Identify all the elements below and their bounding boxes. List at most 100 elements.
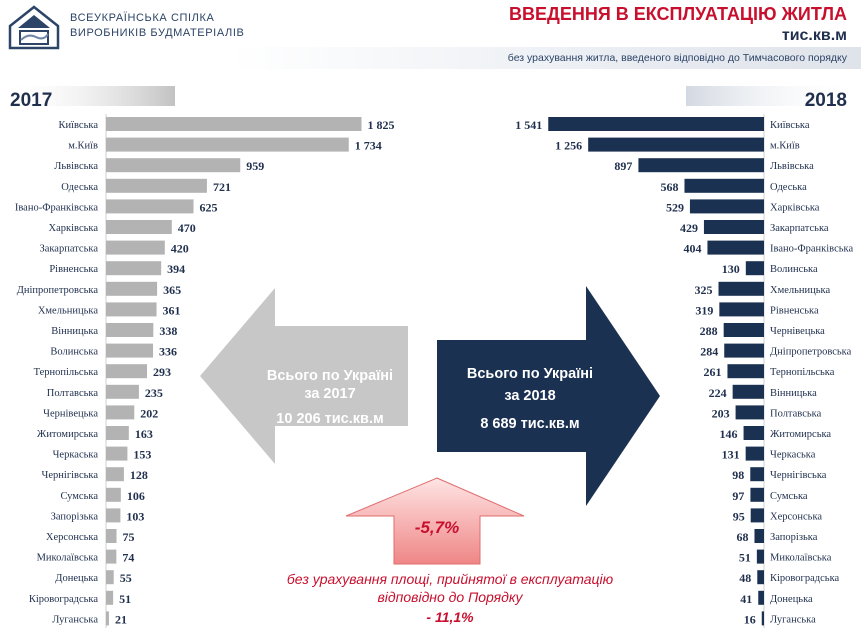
category-label-2018-16: Черкаська	[770, 450, 816, 461]
value-label-2017-10: 338	[159, 324, 177, 338]
bar-2017-12	[106, 364, 148, 379]
value-label-2018-13: 224	[709, 386, 727, 400]
union-house-logo	[8, 5, 60, 50]
category-label-2018-9: Рівненська	[770, 305, 819, 316]
bar-2017-10	[106, 323, 154, 337]
right-total-line1: Всього по Україні	[467, 366, 593, 382]
right-total-arrow	[437, 286, 660, 506]
value-label-2018-15: 146	[720, 427, 738, 441]
bar-2018-11	[724, 343, 764, 358]
value-label-2018-12: 261	[703, 365, 721, 379]
bars-2018: Київська 1 541 м.Київ 1 256 Львівська 897 Одес…	[515, 117, 853, 626]
category-label-2018-5: Закарпатська	[770, 223, 829, 234]
category-label-2018-21: Миколаївська	[770, 553, 832, 564]
category-label-2018-20: Запорізька	[770, 532, 818, 543]
value-label-2018-10: 288	[700, 324, 718, 338]
category-label-2018-2: Львівська	[770, 161, 814, 172]
change-arrow	[345, 477, 525, 565]
bar-2017-15	[106, 426, 129, 440]
value-label-2018-23: 41	[740, 592, 752, 606]
bar-2017-19	[106, 508, 121, 523]
category-label-2018-19: Херсонська	[770, 511, 822, 522]
bar-2017-3	[106, 178, 207, 193]
bar-2018-6	[707, 240, 764, 255]
value-label-2017-5: 470	[178, 221, 196, 235]
value-label-2018-5: 429	[680, 221, 698, 235]
bar-2017-14	[106, 405, 135, 420]
page-title: ВВЕДЕННЯ В ЕКСПЛУАТАЦІЮ ЖИТЛА	[509, 4, 847, 24]
value-label-2018-8: 325	[695, 283, 713, 297]
value-label-2017-21: 74	[122, 551, 134, 565]
bar-2017-17	[106, 467, 124, 482]
bar-2017-4	[106, 199, 194, 214]
value-label-2017-19: 103	[126, 509, 144, 523]
value-label-2017-23: 51	[119, 592, 131, 606]
bar-2018-16	[745, 446, 764, 461]
year-band-2018	[686, 86, 861, 106]
value-label-2018-16: 131	[722, 448, 740, 462]
value-label-2017-2: 959	[246, 159, 264, 173]
bar-2017-0	[106, 117, 362, 131]
category-label-2017-5: Харківська	[49, 223, 99, 234]
category-label-2018-23: Донецька	[770, 594, 813, 605]
bar-2018-2	[638, 158, 764, 173]
left-total-value: 10 206 тис.кв.м	[276, 411, 383, 427]
category-label-2018-6: Івано-Франківська	[770, 244, 853, 255]
bar-2018-23	[758, 590, 764, 605]
value-label-2017-24: 21	[115, 612, 127, 626]
year-band-2017	[0, 86, 175, 106]
bar-2018-20	[754, 529, 764, 543]
value-label-2017-22: 55	[120, 571, 132, 585]
bar-2017-7	[106, 261, 162, 276]
value-label-2018-17: 98	[732, 468, 744, 482]
category-label-2017-18: Сумська	[60, 491, 98, 502]
value-label-2017-7: 394	[167, 262, 185, 276]
value-label-2018-11: 284	[700, 345, 718, 359]
category-label-2018-24: Луганська	[770, 614, 816, 625]
bars-2017: Київська 1 825 м.Київ 1 734 Львівська 959 Одес…	[15, 117, 395, 626]
category-label-2017-0: Київська	[59, 120, 99, 131]
category-label-2017-24: Луганська	[52, 614, 98, 625]
value-label-2018-4: 529	[666, 200, 684, 214]
category-label-2018-3: Одеська	[770, 182, 807, 193]
value-label-2017-14: 202	[140, 406, 158, 420]
value-label-2017-0: 1 825	[368, 118, 395, 132]
value-label-2018-1: 1 256	[555, 139, 582, 153]
value-label-2017-9: 361	[163, 303, 181, 317]
bar-2018-13	[732, 384, 764, 399]
category-label-2017-3: Одеська	[61, 182, 98, 193]
bar-2018-1	[588, 137, 764, 152]
value-label-2017-16: 153	[133, 448, 151, 462]
bar-2018-24	[761, 611, 764, 626]
value-label-2018-20: 68	[736, 530, 748, 544]
value-label-2017-4: 625	[200, 200, 218, 214]
right-total-line2: за 2018	[504, 388, 555, 404]
unit-label: тис.кв.м	[781, 27, 847, 44]
value-label-2018-6: 404	[683, 242, 701, 256]
bar-2018-21	[756, 549, 764, 564]
bar-2017-9	[106, 302, 157, 317]
value-label-2017-11: 336	[159, 345, 177, 359]
bar-2017-1	[106, 137, 349, 152]
bar-2018-8	[718, 281, 764, 296]
bar-2018-4	[689, 199, 764, 214]
value-label-2018-0: 1 541	[515, 118, 542, 132]
bar-2017-11	[106, 343, 154, 358]
value-label-2018-18: 97	[732, 489, 744, 503]
category-label-2018-12: Тернопільська	[770, 367, 835, 378]
value-label-2017-8: 365	[163, 283, 181, 297]
category-label-2018-14: Полтавська	[770, 408, 822, 419]
value-label-2018-19: 95	[733, 509, 745, 523]
value-label-2017-12: 293	[153, 365, 171, 379]
bar-2017-21	[106, 549, 117, 564]
bar-2018-22	[757, 570, 764, 585]
value-label-2018-24: 16	[744, 612, 756, 626]
bar-2017-20	[106, 529, 117, 543]
bar-2017-2	[106, 158, 241, 173]
category-label-2018-8: Хмельницька	[770, 285, 831, 296]
org-name-line1: ВСЕУКРАЇНСЬКА СПІЛКА	[70, 12, 215, 24]
value-label-2018-9: 319	[695, 303, 713, 317]
change-alt-value: - 11,1%	[426, 609, 474, 625]
category-label-2018-0: Київська	[770, 120, 810, 131]
category-label-2017-12: Тернопільська	[34, 367, 99, 378]
